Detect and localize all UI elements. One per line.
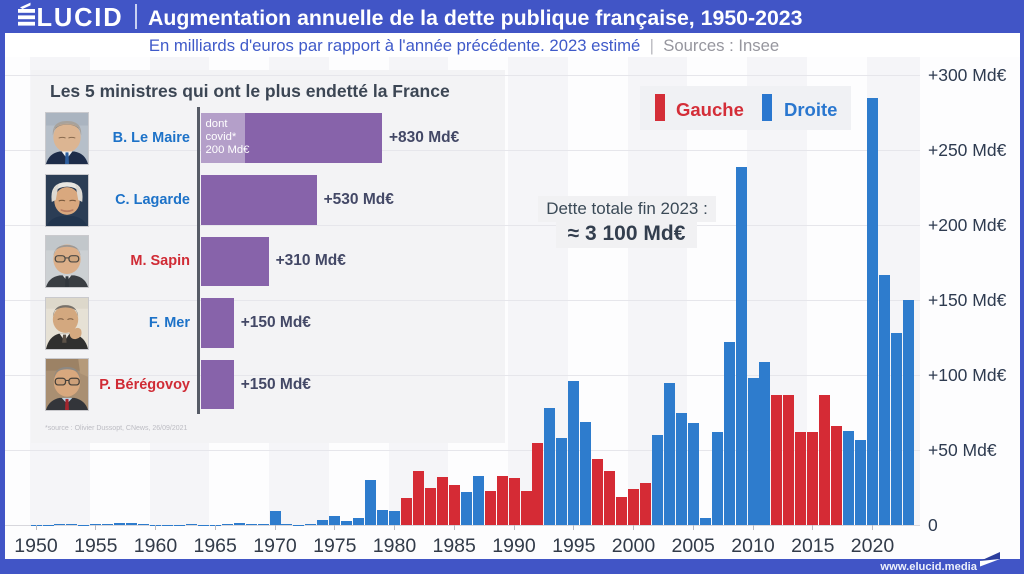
- svg-text:LUCID: LUCID: [37, 4, 124, 32]
